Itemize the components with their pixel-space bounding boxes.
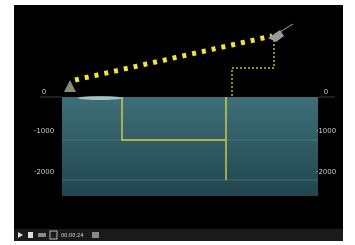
water-body xyxy=(62,97,318,196)
player-screenshot: 0 -1000 -2000 0 -1000 -2000 00:00:24 xyxy=(0,0,355,241)
depth-label: -2000 xyxy=(34,168,54,176)
depth-label: -2000 xyxy=(316,168,336,176)
surface-glare xyxy=(78,96,122,100)
time-display: 00:00:24 xyxy=(61,233,83,239)
depth-label: -1000 xyxy=(316,127,336,135)
page: 0 -1000 -2000 0 -1000 -2000 00:00:24 (()… xyxy=(0,0,355,241)
stop-button[interactable] xyxy=(28,232,33,238)
depth-label: 0 xyxy=(42,88,46,96)
depth-label: 0 xyxy=(324,88,328,96)
menu-button[interactable] xyxy=(92,232,99,238)
depth-label: -1000 xyxy=(34,127,54,135)
volume-button[interactable] xyxy=(38,233,46,237)
